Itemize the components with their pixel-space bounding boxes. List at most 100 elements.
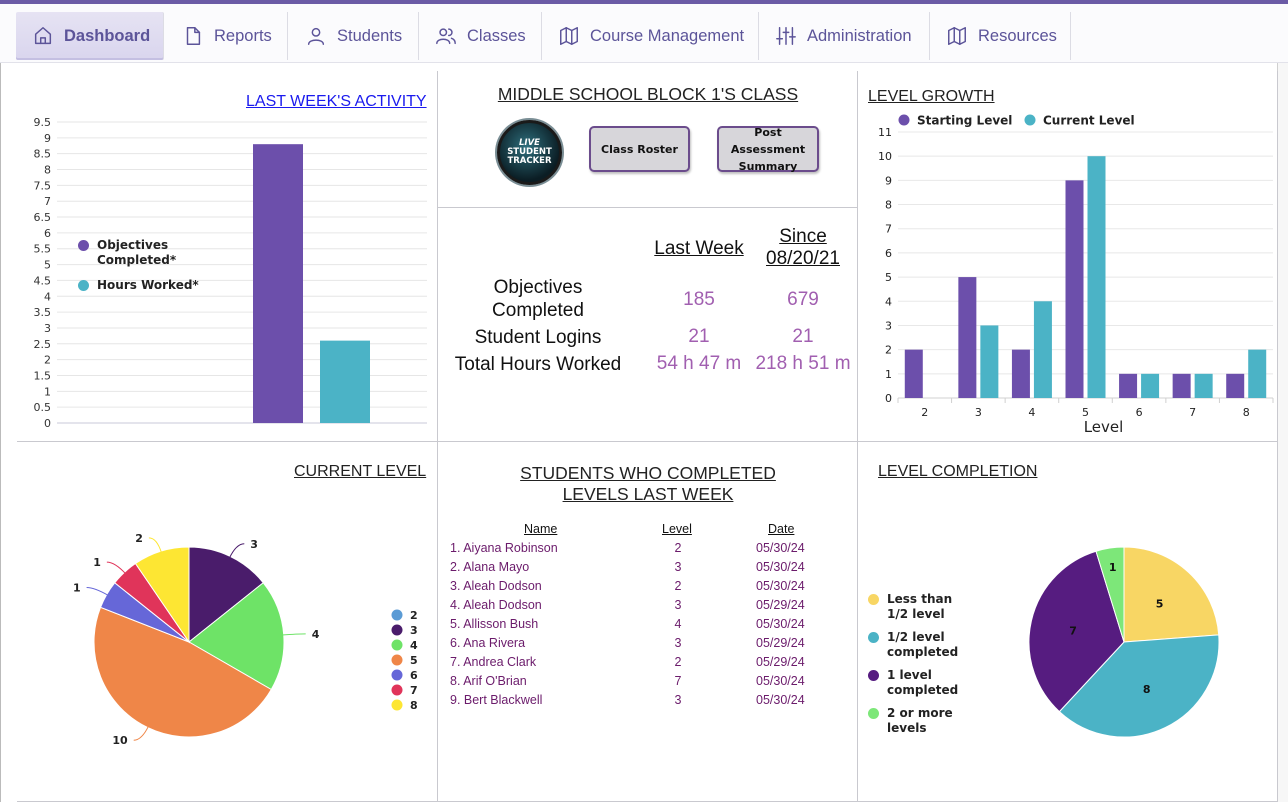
completed-title-line: STUDENTS WHO COMPLETED [520, 463, 776, 483]
top-accent-bar [0, 0, 1288, 4]
pie-slice-1-2-level-completed [1058, 634, 1220, 738]
cell-name: 2. Alana Mayo [450, 560, 530, 574]
bar-starting-level-7 [1172, 373, 1191, 398]
nav-students[interactable]: Students [289, 12, 419, 60]
logo-text: TRACKER [507, 156, 552, 166]
legend-label-line: completed [887, 645, 959, 659]
y-tick-label: 2 [44, 354, 51, 367]
class-header-panel [438, 71, 858, 208]
legend-label: 1 level completed [887, 668, 958, 698]
legend-label: 7 [410, 684, 418, 697]
legend-label-line: 2 or more [887, 706, 953, 720]
map-icon [560, 27, 578, 45]
users-icon [436, 28, 456, 45]
nav-resources[interactable]: Resources [930, 12, 1071, 60]
bar-current-level-7 [1194, 373, 1213, 398]
live-student-tracker-logo[interactable]: LIVE STUDENT TRACKER [497, 120, 562, 185]
pie-data-label: 2 [135, 532, 143, 545]
y-tick-label: 8 [885, 199, 892, 212]
home-icon [34, 27, 52, 45]
nav-dashboard[interactable]: Dashboard [16, 12, 164, 60]
cell-name: 1. Aiyana Robinson [450, 541, 558, 555]
y-tick-label: 7 [44, 195, 51, 208]
table-row[interactable]: 2. Alana Mayo 3 05/30/24 [449, 560, 829, 579]
x-tick-label: 4 [1028, 406, 1035, 419]
legend-label: Less than 1/2 level [887, 592, 952, 622]
completed-title: STUDENTS WHO COMPLETED LEVELS LAST WEEK [438, 463, 858, 505]
y-tick-label: 9 [885, 174, 892, 187]
stat-value: 218 h 51 m [755, 353, 851, 374]
nav-course-management[interactable]: Course Management [542, 12, 759, 60]
legend-label: Starting Level [917, 114, 1012, 128]
legend-label: 4 [410, 639, 418, 652]
pie-data-label: 1 [1109, 561, 1117, 574]
pie-data-label: 10 [112, 734, 128, 747]
table-row[interactable]: 9. Bert Blackwell 3 05/30/24 [449, 693, 829, 712]
cell-name: 7. Andrea Clark [450, 655, 537, 669]
bar-hours [320, 340, 370, 423]
legend-label-line: completed [887, 683, 959, 697]
pie-data-label: 7 [1069, 624, 1077, 637]
activity-legend-item: Objectives Completed* [78, 238, 187, 268]
pie-connector [281, 633, 306, 636]
legend-label: 6 [410, 669, 418, 682]
completion-legend-item: 2 or more levels [868, 706, 953, 736]
y-tick-label: 5 [885, 271, 892, 284]
legend-label-line: levels [887, 721, 927, 735]
y-tick-label: 1 [885, 368, 892, 381]
post-assessment-button[interactable]: Post Assessment Summary [717, 126, 819, 173]
table-row[interactable]: 3. Aleah Dodson 2 05/30/24 [449, 579, 829, 598]
cell-level: 4 [674, 617, 682, 631]
nav-administration[interactable]: Administration [759, 12, 930, 60]
logo-text: LIVE [519, 138, 540, 148]
stat-label-line: Objectives [493, 277, 583, 298]
y-tick-label: 3.5 [34, 306, 52, 319]
pie-slice-less-than-1-2-level [1123, 546, 1220, 643]
cell-level: 7 [674, 674, 682, 688]
y-tick-label: 0.5 [34, 401, 52, 414]
stat-label-objectives: Objectives Completed [443, 276, 633, 322]
pie-connector [86, 587, 109, 596]
nav-classes[interactable]: Classes [419, 12, 542, 60]
bar-current-level-5 [1087, 156, 1106, 398]
level-completion-title: LEVEL COMPLETION [878, 463, 1038, 480]
legend-dot [391, 639, 403, 651]
legend-label-line: 1/2 level [887, 607, 945, 621]
activity-panel [17, 71, 438, 442]
bar-starting-level-5 [1065, 180, 1084, 398]
cell-level: 2 [674, 579, 682, 593]
scrollbar[interactable] [1277, 63, 1288, 802]
activity-legend-item: Hours Worked* [78, 278, 199, 293]
table-row[interactable]: 6. Ana Rivera 3 05/29/24 [449, 636, 829, 655]
button-label: Summary [738, 159, 798, 173]
x-tick-label: 2 [921, 406, 928, 419]
level-growth-panel [858, 71, 1278, 442]
cell-date: 05/30/24 [756, 674, 805, 688]
activity-title-link[interactable]: LAST WEEK'S ACTIVITY [246, 93, 427, 110]
table-row[interactable]: 4. Aleah Dodson 3 05/29/24 [449, 598, 829, 617]
nav-label: Classes [467, 26, 526, 45]
y-tick-label: 7 [885, 223, 892, 236]
nav-reports[interactable]: Reports [166, 12, 288, 60]
cell-name: 5. Allisson Bush [450, 617, 539, 631]
completion-legend-item: Less than 1/2 level [868, 592, 952, 622]
stat-label-line: Completed [492, 300, 584, 321]
legend-label: Objectives Completed* [97, 238, 177, 267]
table-row[interactable]: 8. Arif O'Brian 7 05/30/24 [449, 674, 829, 693]
table-row[interactable]: 5. Allisson Bush 4 05/30/24 [449, 617, 829, 636]
y-tick-label: 0 [885, 392, 892, 405]
y-tick-label: 11 [878, 126, 892, 139]
cell-name: 6. Ana Rivera [450, 636, 526, 650]
pie-data-label: 1 [73, 582, 81, 595]
col-name: Name [524, 522, 558, 536]
bar-current-level-4 [1033, 301, 1052, 398]
y-tick-label: 8 [44, 164, 51, 177]
pie-connector [228, 543, 245, 559]
completion-legend-item: 1 level completed [868, 668, 958, 698]
bar-objectives [253, 144, 303, 423]
pie-slice-1-level-completed [1028, 550, 1125, 713]
table-row[interactable]: 7. Andrea Clark 2 05/29/24 [449, 655, 829, 674]
table-row[interactable]: 1. Aiyana Robinson 2 05/30/24 [449, 541, 829, 560]
class-roster-button[interactable]: Class Roster [589, 126, 690, 172]
legend-dot [391, 609, 403, 621]
